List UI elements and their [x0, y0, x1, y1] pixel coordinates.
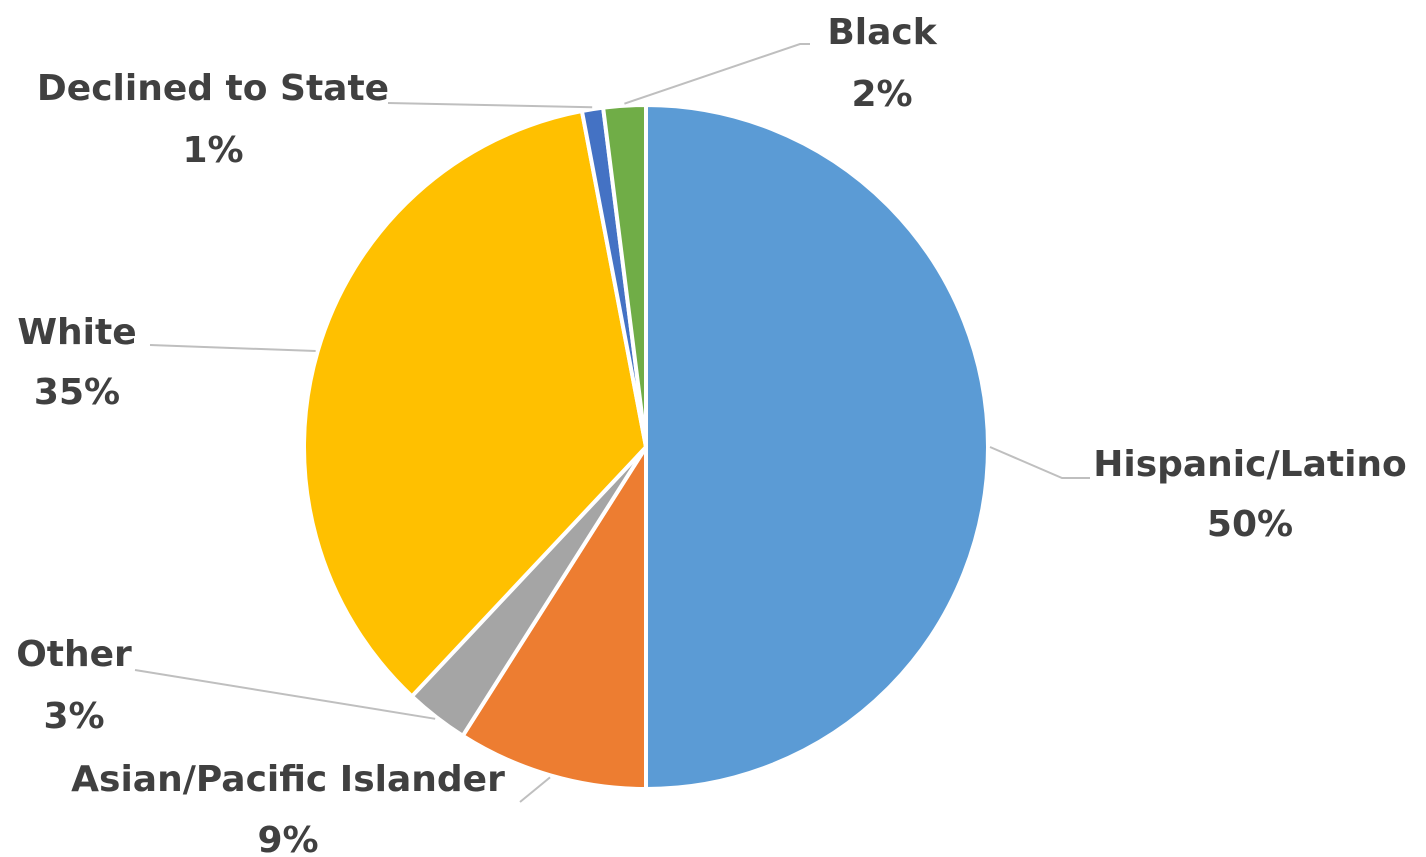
- pie-slices: [302, 103, 990, 791]
- value-other: 3%: [43, 696, 104, 737]
- pie-slice-white: [302, 109, 648, 699]
- leader-line-declined-to-state: [387, 102, 593, 109]
- pie-slice-asian-pacific-islander: [460, 445, 648, 791]
- label-white: White: [17, 312, 136, 353]
- slice-labels: Hispanic/Latino 50% Asian/Pacific Island…: [16, 12, 1407, 857]
- leader-line-asian-pacific-islander: [519, 776, 551, 803]
- pie-slice-hispanic-latino: [644, 103, 990, 791]
- label-black: Black: [827, 12, 937, 53]
- leader-line-other: [134, 669, 436, 720]
- value-asian-pacific-islander: 9%: [257, 820, 318, 857]
- value-hispanic-latino: 50%: [1207, 504, 1293, 545]
- leader-line-hispanic-latino: [989, 446, 1090, 479]
- label-asian-pacific-islander: Asian/Pacific Islander: [71, 759, 505, 800]
- leader-line-white: [149, 344, 316, 353]
- label-hispanic-latino: Hispanic/Latino: [1093, 444, 1407, 485]
- label-other: Other: [16, 634, 132, 675]
- value-declined-to-state: 1%: [182, 130, 243, 171]
- pie-slice-black: [601, 103, 648, 449]
- label-declined-to-state: Declined to State: [37, 68, 389, 109]
- leader-line-black: [624, 43, 810, 105]
- leader-lines: [134, 43, 1090, 803]
- value-white: 35%: [34, 372, 120, 413]
- value-black: 2%: [851, 74, 912, 115]
